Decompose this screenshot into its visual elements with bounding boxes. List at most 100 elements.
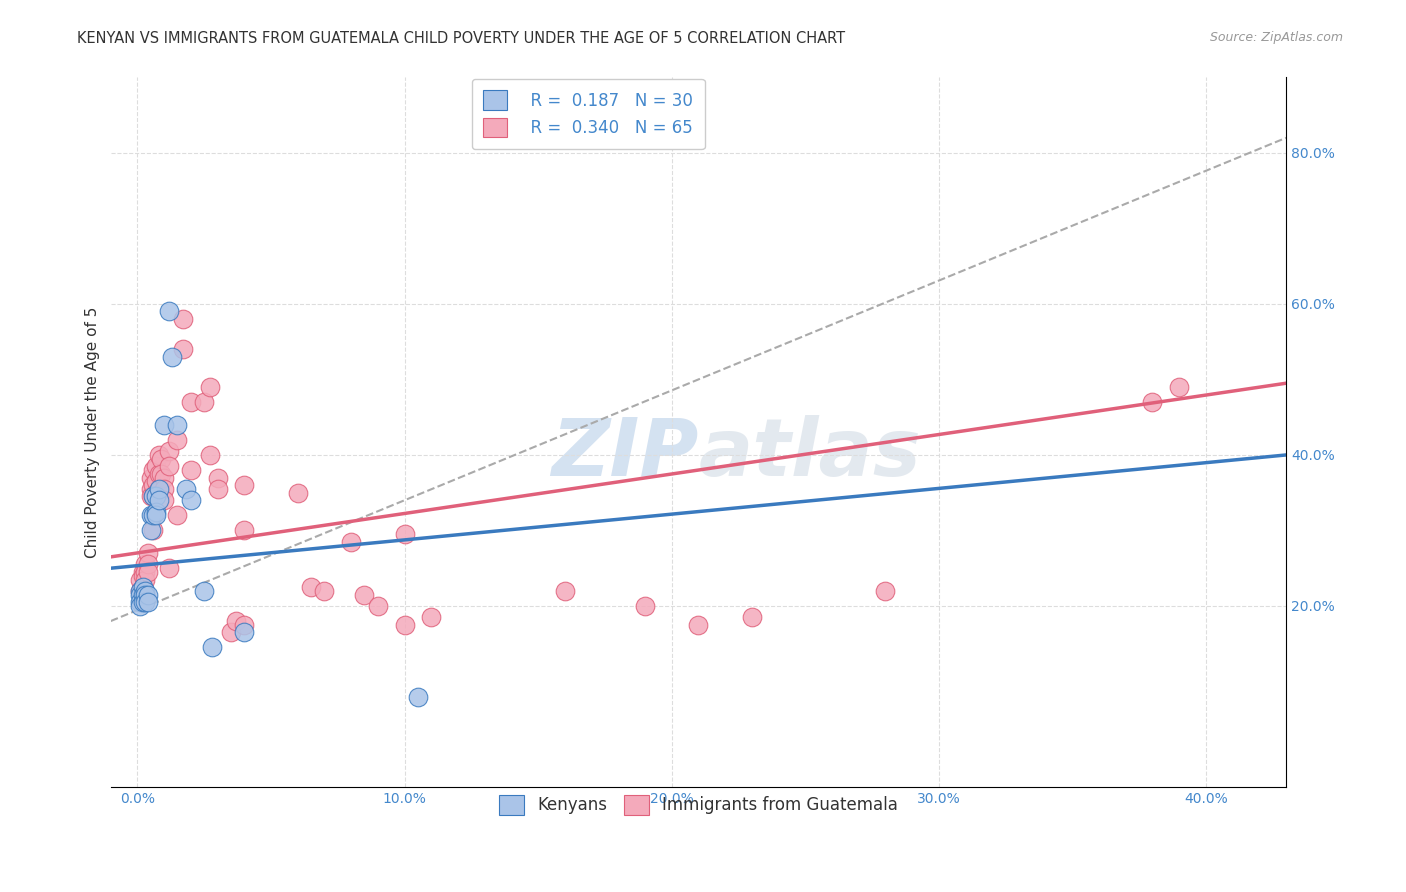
Point (132, 580, 155, 594)
Point (367, 599, 389, 613)
Point (207, 482, 229, 496)
Point (193, 583, 215, 598)
Point (153, 417, 176, 432)
Point (741, 610, 763, 624)
Point (198, 448, 221, 462)
Point (139, 524, 162, 538)
Point (198, 380, 221, 394)
Point (134, 558, 156, 572)
Point (166, 433, 188, 447)
Point (142, 463, 165, 477)
Point (394, 527, 416, 541)
Point (159, 304, 181, 318)
Point (148, 493, 170, 508)
Point (136, 558, 159, 572)
Point (153, 493, 176, 508)
Point (159, 459, 181, 474)
Point (129, 573, 152, 587)
Text: atlas: atlas (699, 415, 921, 492)
Point (160, 350, 183, 364)
Point (148, 482, 170, 496)
Point (134, 573, 156, 587)
Text: KENYAN VS IMMIGRANTS FROM GUATEMALA CHILD POVERTY UNDER THE AGE OF 5 CORRELATION: KENYAN VS IMMIGRANTS FROM GUATEMALA CHIL… (77, 31, 845, 46)
Point (219, 625, 242, 640)
Text: ZIP: ZIP (551, 415, 699, 492)
Point (142, 490, 165, 504)
Point (153, 482, 176, 496)
Point (420, 610, 443, 624)
Point (166, 417, 188, 432)
Point (153, 470, 176, 484)
Point (145, 490, 167, 504)
Point (1168, 380, 1191, 394)
Point (145, 485, 167, 500)
Point (180, 493, 202, 508)
Point (233, 625, 256, 640)
Point (166, 508, 188, 523)
Point (875, 583, 897, 598)
Point (314, 583, 336, 598)
Point (139, 470, 162, 484)
Point (225, 614, 247, 628)
Point (136, 546, 159, 560)
Legend: Kenyans, Immigrants from Guatemala: Kenyans, Immigrants from Guatemala (489, 785, 908, 825)
Point (150, 467, 173, 481)
Point (132, 595, 155, 609)
Point (233, 478, 256, 492)
Point (299, 580, 322, 594)
Point (142, 524, 165, 538)
Point (129, 583, 152, 598)
Point (132, 565, 155, 579)
Point (142, 478, 165, 492)
Text: Source: ZipAtlas.com: Source: ZipAtlas.com (1209, 31, 1343, 45)
Point (406, 690, 429, 704)
Point (159, 561, 181, 575)
Point (139, 490, 162, 504)
Point (353, 588, 375, 602)
Point (145, 505, 167, 519)
Point (145, 475, 167, 489)
Point (233, 617, 256, 632)
Point (174, 482, 197, 496)
Point (207, 470, 229, 484)
Point (129, 583, 152, 598)
Point (134, 595, 156, 609)
Point (129, 595, 152, 609)
Point (132, 588, 155, 602)
Point (145, 459, 167, 474)
Point (136, 588, 159, 602)
Point (132, 580, 155, 594)
Point (148, 467, 170, 481)
Point (134, 588, 156, 602)
Point (201, 640, 224, 655)
Point (142, 490, 165, 504)
Point (139, 482, 162, 496)
Point (129, 599, 152, 613)
Point (145, 508, 167, 523)
Point (172, 343, 194, 357)
Point (129, 588, 152, 602)
Point (172, 312, 194, 326)
Point (159, 444, 181, 458)
Point (132, 568, 155, 582)
Point (148, 482, 170, 496)
Point (688, 617, 710, 632)
Point (180, 463, 202, 477)
Point (340, 534, 363, 549)
Point (136, 565, 159, 579)
Y-axis label: Child Poverty Under the Age of 5: Child Poverty Under the Age of 5 (86, 307, 100, 558)
Point (134, 583, 156, 598)
Point (554, 583, 576, 598)
Point (634, 599, 657, 613)
Point (136, 595, 159, 609)
Point (134, 565, 156, 579)
Point (150, 451, 173, 466)
Point (139, 508, 162, 523)
Point (394, 617, 416, 632)
Point (193, 395, 215, 409)
Point (134, 588, 156, 602)
Point (233, 524, 256, 538)
Point (1142, 395, 1164, 409)
Point (180, 395, 202, 409)
Point (287, 485, 309, 500)
